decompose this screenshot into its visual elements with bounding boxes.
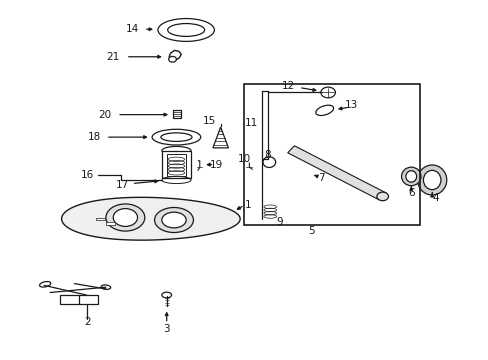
Text: 12: 12 bbox=[281, 81, 294, 91]
Ellipse shape bbox=[162, 292, 171, 298]
Ellipse shape bbox=[315, 105, 333, 116]
Text: 1: 1 bbox=[244, 200, 251, 210]
Polygon shape bbox=[287, 146, 385, 200]
Text: 19: 19 bbox=[210, 159, 223, 170]
Ellipse shape bbox=[162, 147, 191, 155]
Text: 18: 18 bbox=[88, 132, 101, 142]
Ellipse shape bbox=[263, 157, 275, 167]
Ellipse shape bbox=[405, 171, 416, 182]
Ellipse shape bbox=[101, 285, 110, 289]
Ellipse shape bbox=[152, 129, 201, 145]
Ellipse shape bbox=[154, 207, 193, 233]
Text: 21: 21 bbox=[106, 52, 120, 62]
Polygon shape bbox=[212, 127, 228, 148]
FancyBboxPatch shape bbox=[166, 154, 186, 176]
Ellipse shape bbox=[161, 133, 192, 141]
Text: 7: 7 bbox=[317, 173, 324, 183]
FancyBboxPatch shape bbox=[162, 151, 191, 178]
Ellipse shape bbox=[162, 212, 186, 228]
Ellipse shape bbox=[158, 18, 214, 41]
Ellipse shape bbox=[401, 167, 420, 186]
Ellipse shape bbox=[167, 23, 204, 36]
Text: 17: 17 bbox=[115, 180, 128, 190]
FancyBboxPatch shape bbox=[96, 217, 105, 220]
Text: 15: 15 bbox=[203, 116, 216, 126]
Ellipse shape bbox=[417, 165, 446, 195]
Text: 13: 13 bbox=[344, 100, 357, 110]
Text: 9: 9 bbox=[276, 217, 283, 227]
Text: 11: 11 bbox=[244, 118, 258, 128]
Text: 5: 5 bbox=[307, 226, 314, 236]
Ellipse shape bbox=[376, 192, 388, 201]
Text: 4: 4 bbox=[431, 193, 438, 203]
Text: 8: 8 bbox=[264, 150, 270, 160]
Text: 14: 14 bbox=[126, 24, 139, 34]
Ellipse shape bbox=[40, 282, 51, 287]
Text: 3: 3 bbox=[163, 324, 170, 334]
Text: 16: 16 bbox=[81, 170, 94, 180]
Ellipse shape bbox=[162, 176, 191, 184]
FancyBboxPatch shape bbox=[172, 110, 181, 118]
Polygon shape bbox=[61, 197, 240, 240]
Ellipse shape bbox=[320, 87, 335, 98]
Text: 10: 10 bbox=[237, 154, 250, 164]
FancyBboxPatch shape bbox=[106, 222, 115, 225]
Text: 20: 20 bbox=[98, 110, 111, 120]
Text: 2: 2 bbox=[84, 317, 91, 327]
FancyBboxPatch shape bbox=[60, 296, 98, 304]
Ellipse shape bbox=[113, 208, 137, 226]
Text: 6: 6 bbox=[407, 188, 414, 198]
Ellipse shape bbox=[423, 170, 440, 190]
Ellipse shape bbox=[106, 204, 144, 231]
